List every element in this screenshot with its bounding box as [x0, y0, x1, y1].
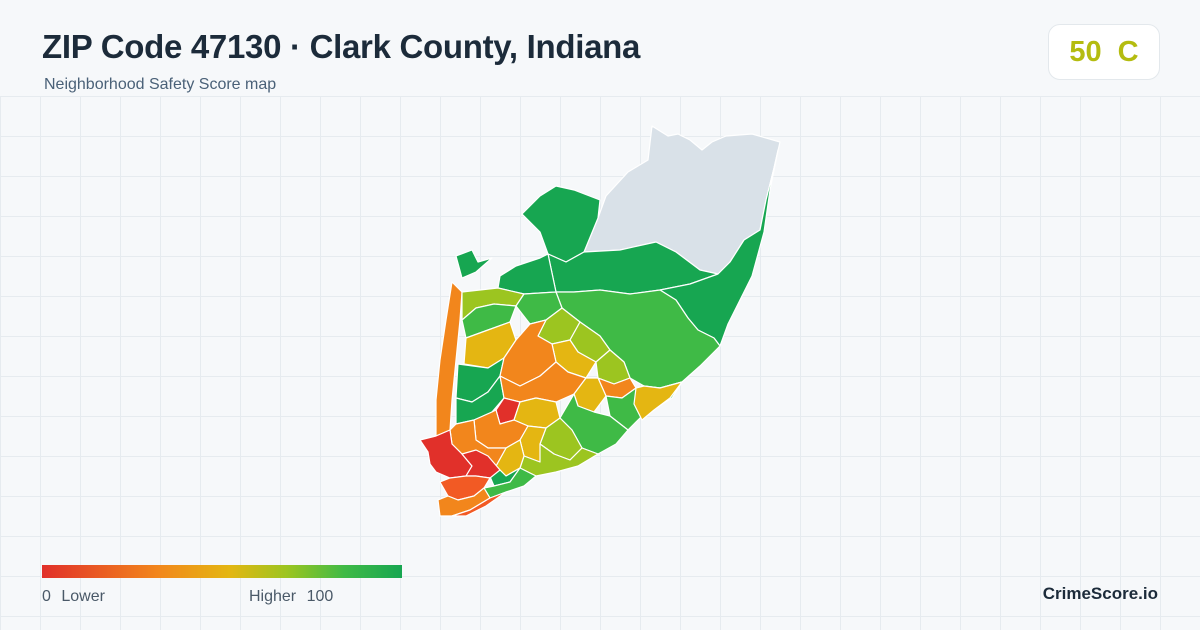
- brand-logo-text: CrimeScore.io: [1042, 584, 1158, 603]
- map-region[interactable]: [437, 487, 491, 517]
- score-value: 50: [1069, 35, 1102, 68]
- map-region[interactable]: [519, 443, 599, 477]
- map-region[interactable]: [455, 249, 493, 279]
- map-region[interactable]: [451, 491, 507, 517]
- page-title: ZIP Code 47130 · Clark County, Indiana: [42, 28, 641, 65]
- legend-min-value: 0: [42, 588, 51, 605]
- legend-low-label: 0 Lower: [42, 588, 108, 606]
- page-subtitle: Neighborhood Safety Score map: [44, 76, 277, 93]
- map-region[interactable]: [497, 253, 557, 295]
- legend-max-label: Higher: [249, 588, 297, 605]
- legend-min-label: Lower: [61, 588, 105, 605]
- legend-color-scale: [42, 565, 402, 578]
- map-region[interactable]: [521, 185, 601, 263]
- map-region[interactable]: [633, 381, 683, 421]
- legend-max-value: 100: [306, 588, 334, 605]
- legend-high-label: Higher 100: [249, 588, 336, 606]
- score-grade: C: [1117, 35, 1139, 68]
- safety-score-badge: 50 C: [1048, 24, 1160, 80]
